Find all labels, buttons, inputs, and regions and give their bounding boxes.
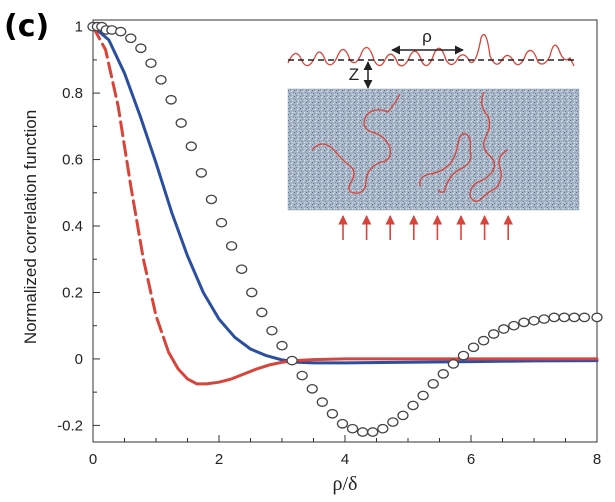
- incident-arrows: [338, 215, 514, 240]
- scattering-path-1: [311, 93, 401, 194]
- circle-marker: [538, 314, 550, 324]
- x-axis-label: ρ/δ: [333, 473, 358, 495]
- circle-marker: [488, 329, 500, 339]
- circle-marker: [568, 312, 580, 323]
- circle-marker: [276, 340, 288, 351]
- circle-marker: [195, 168, 208, 178]
- y-tick-label: 0.8: [62, 85, 83, 102]
- series-line-blue-solid: [91, 25, 599, 365]
- circle-marker: [508, 320, 520, 331]
- circle-marker: [165, 94, 177, 105]
- circle-marker: [356, 427, 369, 437]
- y-tick-label: 0.6: [62, 152, 83, 169]
- circle-marker: [447, 359, 460, 369]
- circle-marker: [457, 350, 470, 361]
- circle-marker: [256, 307, 268, 318]
- rho-label: ρ: [422, 27, 432, 46]
- circle-marker: [246, 287, 258, 298]
- series-line-red-dashed: [91, 25, 171, 354]
- circle-marker: [296, 370, 308, 381]
- circle-marker: [467, 342, 480, 353]
- plot-frame: [92, 19, 598, 443]
- circle-marker: [155, 74, 167, 85]
- x-axis-ticks: 0 2 4 6 8: [89, 435, 601, 468]
- circle-marker: [286, 355, 298, 366]
- circle-marker: [225, 241, 238, 251]
- circle-marker: [215, 217, 228, 228]
- circle-marker: [407, 400, 419, 411]
- circle-marker: [205, 194, 218, 205]
- scattering-path-3: [469, 91, 509, 202]
- y-tick-label: 0.2: [62, 284, 83, 301]
- random-medium-block: [287, 88, 580, 211]
- circle-marker: [306, 383, 318, 394]
- circle-marker: [528, 315, 540, 326]
- series-layer: [87, 21, 603, 437]
- y-tick-label: -0.2: [57, 417, 83, 434]
- circle-marker: [326, 408, 339, 419]
- circle-marker: [145, 58, 157, 69]
- circle-marker: [591, 312, 603, 323]
- circle-marker: [548, 312, 560, 323]
- series-line-red-solid: [167, 350, 599, 386]
- y-tick-label: 1: [75, 19, 83, 36]
- x-tick-label: 2: [215, 451, 223, 468]
- circle-marker: [135, 43, 147, 54]
- circle-marker: [558, 312, 570, 323]
- circle-marker: [498, 324, 510, 334]
- circle-marker: [336, 418, 349, 429]
- y-axis-ticks: -0.2 0 0.2 0.4 0.6 0.8 1: [57, 19, 100, 434]
- circle-marker: [397, 410, 409, 421]
- scattering-path-2: [419, 133, 472, 193]
- x-tick-label: 8: [593, 451, 601, 468]
- y-tick-label: 0: [75, 351, 83, 368]
- circle-marker: [518, 317, 530, 328]
- circle-marker: [387, 417, 399, 427]
- inset-schematic: ρ Z: [287, 27, 580, 240]
- circle-marker: [125, 33, 137, 44]
- circle-marker: [417, 390, 429, 401]
- z-label: Z: [349, 65, 359, 84]
- circle-marker: [316, 397, 328, 407]
- circle-marker: [175, 118, 187, 128]
- circle-marker: [437, 369, 449, 379]
- x-tick-label: 4: [341, 451, 349, 468]
- circle-marker: [377, 423, 389, 434]
- circle-marker: [236, 264, 248, 275]
- circle-marker: [427, 379, 439, 389]
- x-tick-label: 6: [467, 451, 475, 468]
- x-tick-label: 0: [89, 451, 97, 468]
- y-tick-label: 0.4: [62, 218, 83, 235]
- y-axis-label: Normalized correlation function: [21, 110, 40, 344]
- circle-marker: [477, 335, 490, 346]
- panel-label: (c): [4, 9, 49, 44]
- circle-marker: [367, 427, 379, 437]
- circle-marker: [578, 312, 591, 323]
- circle-marker: [346, 423, 359, 434]
- circle-marker: [185, 141, 197, 152]
- circle-marker: [266, 325, 278, 336]
- circle-marker: [115, 26, 127, 37]
